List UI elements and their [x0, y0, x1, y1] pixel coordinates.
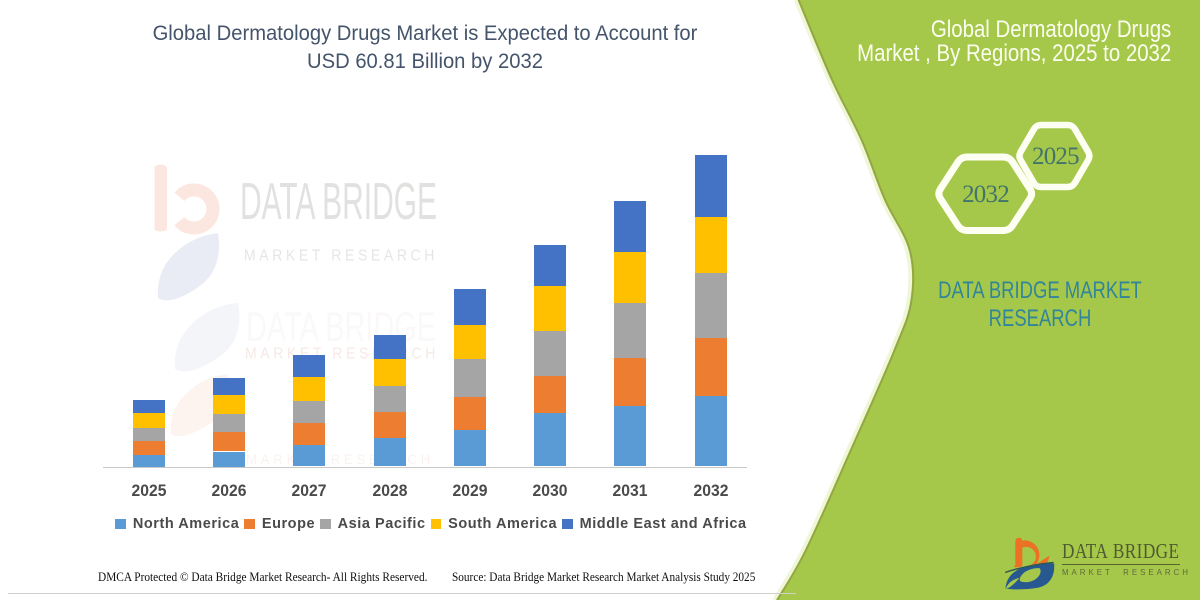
- svg-text:MARKET RESEARCH: MARKET RESEARCH: [244, 248, 438, 265]
- svg-text:DATA BRIDGE: DATA BRIDGE: [246, 303, 436, 350]
- svg-text:DATA BRIDGE: DATA BRIDGE: [240, 173, 437, 231]
- svg-text:MARKET RESEARCH: MARKET RESEARCH: [245, 346, 439, 363]
- svg-text:MARKET RESEARCH: MARKET RESEARCH: [246, 451, 434, 467]
